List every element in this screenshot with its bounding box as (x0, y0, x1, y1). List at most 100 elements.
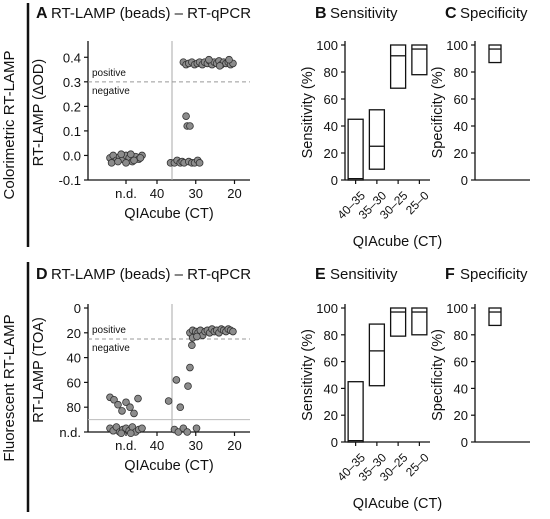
data-point-nd (130, 409, 138, 418)
data-point (182, 112, 190, 120)
label-positive: positive (92, 325, 126, 336)
x-tick-label: 30 (189, 186, 203, 201)
ci-bar (389, 307, 407, 337)
y-tick-label: 60 (454, 92, 468, 107)
panel-title: RT-LAMP (beads) – RT-qPCR (51, 266, 251, 283)
y-tick-label: 0 (331, 173, 338, 188)
panel-letter: B (315, 5, 327, 22)
row-label-colorimetric: Colorimetric RT-LAMP (1, 51, 18, 200)
y-tick-label: 40 (324, 119, 338, 134)
panel-letter: F (445, 266, 455, 283)
y-tick-label: 0.2 (63, 99, 81, 114)
y-tick-label: 0 (331, 435, 338, 450)
data-point-nd (127, 150, 135, 159)
y-tick-label: 20 (454, 146, 468, 161)
x-tick-label: 20 (227, 186, 241, 201)
y-tick-label: 100 (316, 301, 338, 316)
y-tick-label: 60 (454, 355, 468, 370)
y-tick-label: 80 (454, 328, 468, 343)
panel-title: Sensitivity (330, 266, 398, 283)
ci-bar (389, 44, 407, 89)
y-tick-label: 80 (454, 65, 468, 80)
x-axis-label: QIAcube (CT) (124, 206, 213, 222)
row-label-fluorescent: Fluorescent RT-LAMP (1, 314, 18, 461)
data-point (188, 341, 196, 350)
y-tick-label: 20 (324, 408, 338, 423)
panel-letter: E (315, 266, 326, 283)
data-point (186, 363, 194, 372)
y-tick-label: 80 (324, 328, 338, 343)
y-axis-label: RT-LAMP (ΔOD) (31, 59, 47, 166)
y-tick-label: 20 (454, 408, 468, 423)
y-axis-label: Sensitivity (%) (300, 329, 316, 421)
data-point (164, 397, 173, 405)
y-tick-label: -0.1 (59, 173, 81, 188)
panel-letter: D (36, 266, 48, 283)
x-tick-label: 20 (227, 438, 241, 453)
data-point-nd (126, 403, 134, 412)
ci-bar (368, 109, 386, 170)
data-point (174, 428, 183, 436)
data-point-nd (118, 407, 126, 415)
panel-title: Specificity (460, 266, 528, 283)
y-tick-label: 0.0 (63, 148, 81, 163)
data-point-nd (114, 157, 122, 166)
y-tick-label: 20 (324, 146, 338, 161)
data-point (229, 327, 237, 336)
ci-bar (488, 44, 502, 64)
data-point-nd (110, 395, 118, 404)
panel-letter: C (445, 5, 457, 22)
x-axis-label: QIAcube (CT) (353, 496, 442, 512)
ci-bar (347, 118, 364, 181)
y-tick-label: 0.3 (63, 75, 81, 90)
y-tick-label: 40 (454, 381, 468, 396)
y-tick-label: 100 (316, 38, 338, 53)
y-tick-label: 40 (67, 351, 81, 366)
data-point-nd (107, 159, 116, 167)
y-tick-label: 0 (461, 173, 468, 188)
y-axis-label: Specificity (%) (430, 329, 446, 421)
label-negative: negative (92, 343, 130, 354)
y-tick-label: n.d. (59, 425, 81, 440)
y-tick-label: 80 (67, 400, 81, 415)
ci-bar (368, 323, 386, 387)
data-point (205, 55, 213, 64)
panel-letter: A (36, 5, 48, 22)
data-point-nd (138, 424, 146, 433)
y-tick-label: 40 (324, 381, 338, 396)
data-point (176, 403, 185, 412)
data-point (193, 332, 201, 341)
y-tick-label: 60 (67, 375, 81, 390)
x-tick-label: n.d. (115, 438, 137, 453)
x-tick-label: 25–0 (403, 188, 432, 217)
y-tick-label: 100 (446, 301, 468, 316)
panel-title: Sensitivity (330, 5, 398, 22)
data-point (183, 428, 192, 436)
data-point-nd (134, 394, 142, 403)
data-point-nd (114, 400, 122, 409)
y-tick-label: 100 (446, 38, 468, 53)
data-point-nd (117, 150, 125, 159)
data-point (195, 159, 204, 167)
data-point-nd (130, 156, 138, 165)
data-point (215, 62, 224, 70)
y-tick-label: 0 (74, 301, 81, 316)
panel-title: RT-LAMP (beads) – RT-qPCR (51, 5, 251, 22)
x-tick-label: 25–0 (403, 450, 432, 479)
x-tick-label: 30 (189, 438, 203, 453)
ci-bar (347, 381, 364, 443)
x-axis-label: QIAcube (CT) (124, 458, 213, 474)
x-axis-label: QIAcube (CT) (353, 234, 442, 250)
y-tick-label: 60 (324, 92, 338, 107)
ci-bar (488, 307, 502, 327)
ci-bar (411, 307, 428, 336)
label-positive: positive (92, 68, 126, 79)
panel-title: Specificity (460, 5, 528, 22)
x-tick-label: n.d. (115, 186, 137, 201)
y-tick-label: 0.4 (63, 50, 81, 65)
y-axis-label: Specificity (%) (430, 67, 446, 159)
x-tick-label: 40 (150, 186, 164, 201)
data-point-nd (122, 398, 130, 407)
data-point (186, 122, 194, 130)
